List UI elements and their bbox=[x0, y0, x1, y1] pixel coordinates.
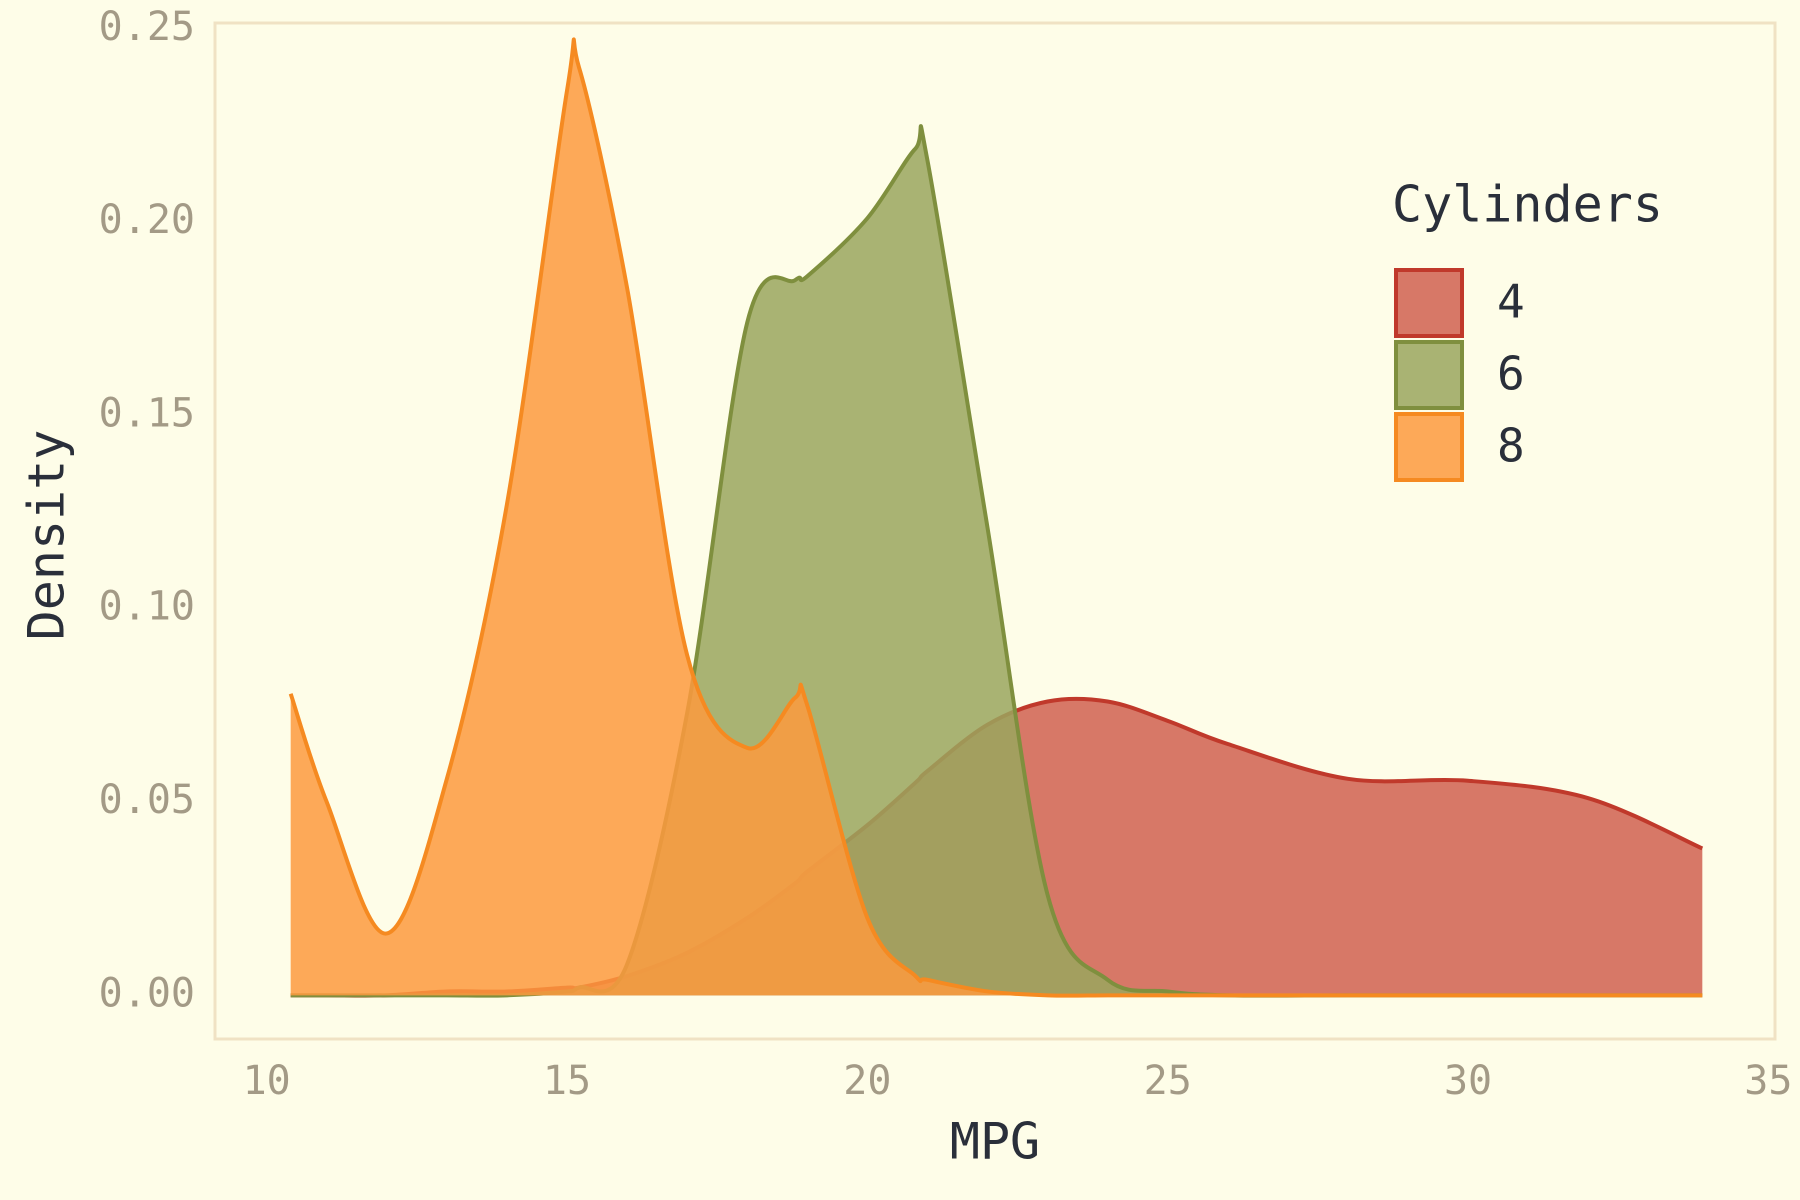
legend-swatch bbox=[1394, 268, 1464, 338]
x-tick-label: 15 bbox=[543, 1058, 591, 1104]
x-tick-label: 30 bbox=[1444, 1058, 1492, 1104]
legend-label: 8 bbox=[1497, 419, 1525, 473]
y-tick-label: 0.15 bbox=[99, 390, 195, 436]
density-area bbox=[290, 39, 1703, 996]
legend-swatch bbox=[1394, 412, 1464, 482]
y-tick-label: 0.00 bbox=[99, 970, 195, 1016]
y-axis-label: Density bbox=[18, 430, 76, 641]
x-tick-label: 25 bbox=[1144, 1058, 1192, 1104]
density-line bbox=[288, 37, 1703, 998]
legend-title: Cylinders bbox=[1392, 176, 1663, 234]
x-tick-label: 20 bbox=[843, 1058, 891, 1104]
y-tick-label: 0.05 bbox=[99, 777, 195, 823]
legend-label: 6 bbox=[1497, 347, 1525, 401]
x-tick-label: 35 bbox=[1744, 1058, 1792, 1104]
x-axis-label: MPG bbox=[950, 1113, 1040, 1171]
legend-swatch bbox=[1394, 340, 1464, 410]
y-tick-label: 0.20 bbox=[99, 197, 195, 243]
panel-border bbox=[213, 21, 1777, 1041]
legend-label: 4 bbox=[1497, 275, 1525, 329]
y-tick-label: 0.25 bbox=[99, 4, 195, 50]
density-area bbox=[290, 126, 1703, 996]
x-tick-label: 10 bbox=[243, 1058, 291, 1104]
y-tick-label: 0.10 bbox=[99, 584, 195, 630]
